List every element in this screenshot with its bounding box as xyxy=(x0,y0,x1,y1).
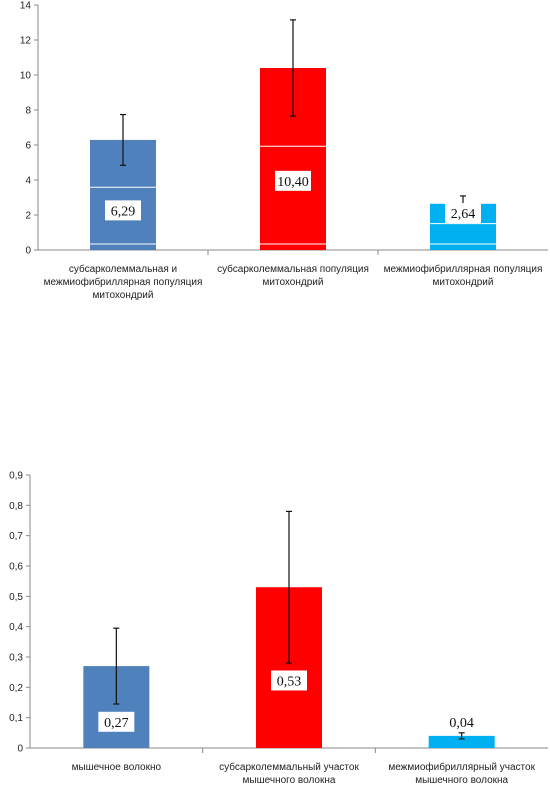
data-label-1: 6,29 xyxy=(111,204,136,219)
y-tick-label: 0,2 xyxy=(9,683,23,694)
y-tick-label: 2 xyxy=(25,211,31,222)
category-label-1: межмиофибриллярная популяция xyxy=(44,276,203,288)
y-tick-label: 0 xyxy=(17,744,23,755)
data-label-3: 0,04 xyxy=(449,716,474,731)
data-label-1: 0,27 xyxy=(104,716,129,731)
category-label-3: межмиофибриллярная популяция xyxy=(384,263,543,275)
category-label-1: мышечное волокно xyxy=(72,762,162,773)
y-tick-label: 10 xyxy=(20,71,32,82)
category-label-2: митохондрий xyxy=(263,277,324,288)
y-tick-label: 0,3 xyxy=(9,653,23,664)
category-label-1: митохондрий xyxy=(93,290,154,301)
y-tick-label: 14 xyxy=(20,1,32,12)
y-tick-label: 4 xyxy=(25,176,31,187)
y-tick-label: 0 xyxy=(25,246,31,257)
data-label-box xyxy=(275,170,311,191)
data-label-box xyxy=(105,200,141,221)
category-label-2: мышечного волокна xyxy=(243,775,336,786)
category-label-2: субсарколеммальный участок xyxy=(219,761,359,773)
y-tick-label: 0,4 xyxy=(9,622,23,633)
y-tick-label: 0,8 xyxy=(9,501,23,512)
data-label-box xyxy=(445,203,481,224)
chart-bottom: 0 0,1 0,2 0,3 0,4 0,5 0,6 0,7 0,8 0,9 0,27 мышечное… xyxy=(9,471,548,786)
data-label-3: 2,64 xyxy=(451,207,476,222)
category-label-3: мышечного волокна xyxy=(415,775,508,786)
y-tick-label: 0,5 xyxy=(9,592,23,603)
data-label-box xyxy=(271,670,307,691)
category-label-3: митохондрий xyxy=(433,277,494,288)
y-tick-label: 8 xyxy=(25,106,31,117)
category-label-3: межмиофибриллярный участок xyxy=(388,761,535,773)
category-label-1: субсарколеммальная и xyxy=(69,263,177,275)
y-tick-label: 0,1 xyxy=(9,713,23,724)
bar-3 xyxy=(428,735,495,748)
y-tick-label: 12 xyxy=(20,36,32,47)
y-tick-label: 0,6 xyxy=(9,562,23,573)
y-tick-label: 0,7 xyxy=(9,531,23,542)
data-label-2: 0,53 xyxy=(277,674,302,689)
data-label-box xyxy=(98,711,135,732)
y-tick-label: 6 xyxy=(25,141,31,152)
data-label-2: 10,40 xyxy=(277,175,309,190)
y-tick-label: 0,9 xyxy=(9,471,23,482)
category-label-2: субсарколеммальная популяция xyxy=(217,263,369,275)
